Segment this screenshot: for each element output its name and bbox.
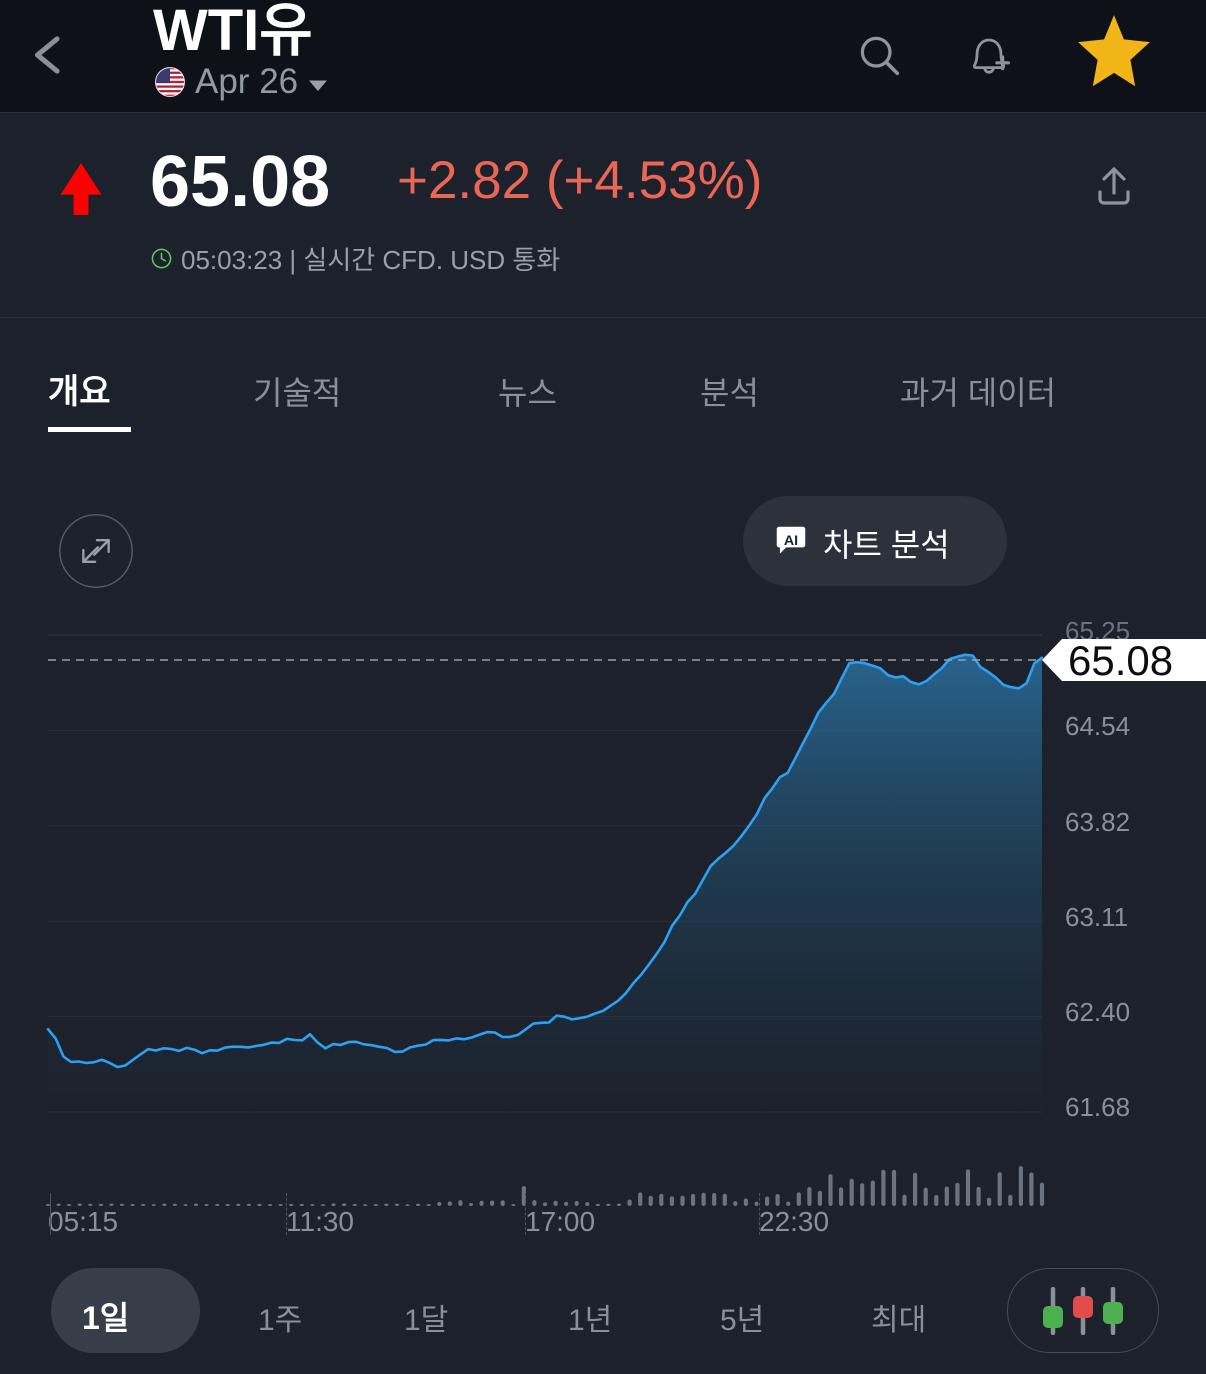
svg-text:AI: AI [784,533,798,549]
